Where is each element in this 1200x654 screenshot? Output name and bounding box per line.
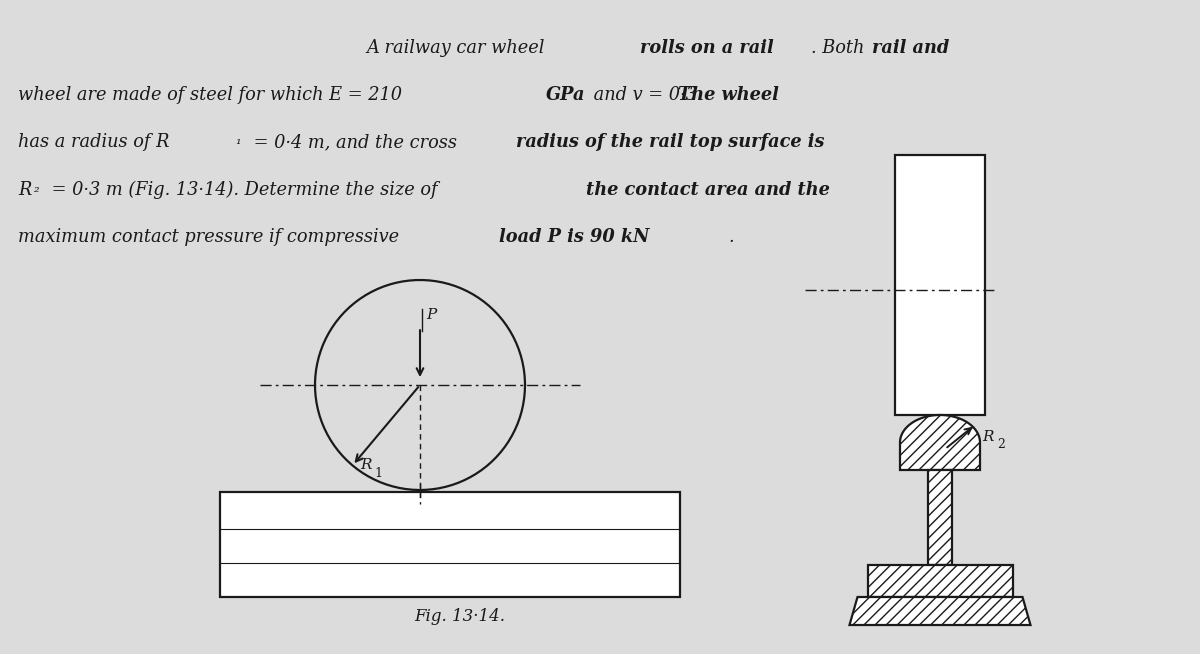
Text: R: R (18, 181, 31, 199)
Text: Fig. 13·14.: Fig. 13·14. (414, 608, 505, 625)
Bar (928, 470, 952, 565)
Polygon shape (850, 597, 1031, 625)
Bar (868, 565, 1013, 597)
Text: and v = 0·3.: and v = 0·3. (588, 86, 708, 105)
Text: = 0·4 m, and the cross: = 0·4 m, and the cross (248, 133, 463, 152)
Text: A railway car wheel: A railway car wheel (366, 39, 550, 58)
Text: radius of the rail top surface is: radius of the rail top surface is (516, 133, 824, 152)
Text: load P is 90 kN: load P is 90 kN (499, 228, 649, 246)
Text: GPa: GPa (546, 86, 586, 105)
Bar (895, 155, 985, 415)
Text: ₂: ₂ (34, 181, 40, 194)
Text: P: P (426, 308, 437, 322)
Text: the contact area and the: the contact area and the (586, 181, 829, 199)
Bar (220, 492, 680, 597)
Text: R: R (982, 430, 994, 444)
Text: .: . (728, 228, 734, 246)
Text: rolls on a rail: rolls on a rail (640, 39, 773, 58)
Text: = 0·3 m (Fig. 13·14). Determine the size of: = 0·3 m (Fig. 13·14). Determine the size… (46, 181, 443, 199)
Text: has a radius of R: has a radius of R (18, 133, 169, 152)
Text: R: R (360, 458, 372, 472)
Polygon shape (900, 415, 980, 470)
Text: ₁: ₁ (235, 133, 241, 147)
Text: . Both: . Both (811, 39, 870, 58)
Text: maximum contact pressure if compressive: maximum contact pressure if compressive (18, 228, 404, 246)
Text: The wheel: The wheel (678, 86, 779, 105)
Text: rail and: rail and (872, 39, 949, 58)
Text: wheel are made of steel for which E = 210: wheel are made of steel for which E = 21… (18, 86, 408, 105)
Text: 2: 2 (997, 438, 1004, 451)
Text: 1: 1 (374, 467, 383, 480)
